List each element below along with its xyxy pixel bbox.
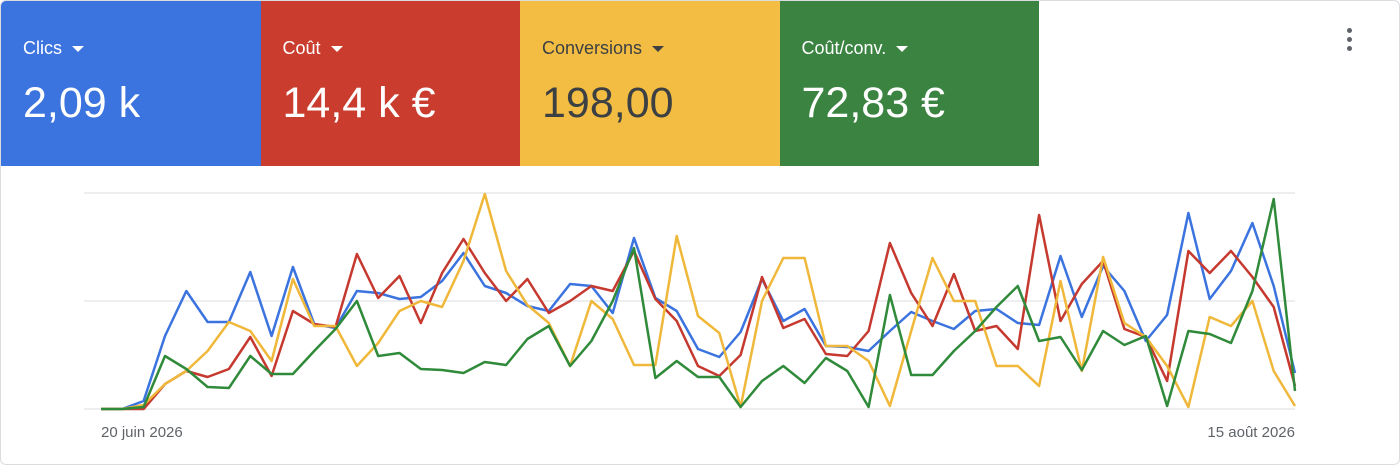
scorecard-label[interactable]: Coût	[283, 38, 343, 59]
x-tick-label: 20 juin 2026	[101, 424, 183, 441]
series-line	[101, 211, 1297, 411]
x-tick-label: 15 août 2026	[1207, 424, 1295, 441]
scorecard-value: 2,09 k	[23, 79, 141, 127]
scorecard-value: 14,4 k €	[282, 79, 436, 127]
scorecard-value: 198,00	[542, 79, 674, 127]
scorecard[interactable]: Coût/conv. 72,83 €	[779, 1, 1039, 166]
scorecard-label[interactable]: Clics	[23, 38, 84, 59]
series-line	[101, 192, 1297, 411]
scorecard[interactable]: Clics 2,09 k	[1, 1, 261, 166]
scorecard[interactable]: Conversions 198,00	[520, 1, 780, 166]
series-line	[101, 197, 1297, 411]
scorecard[interactable]: Coût 14,4 k €	[260, 1, 520, 166]
scorecard-value: 72,83 €	[801, 79, 945, 127]
scorecard-label[interactable]: Coût/conv.	[802, 38, 909, 59]
scorecards: Clics 2,09 k Coût 14,4 k € Conversions 198,00…	[1, 1, 1039, 166]
series-line	[101, 213, 1297, 411]
more-menu[interactable]	[1347, 28, 1352, 55]
scorecard-label[interactable]: Conversions	[542, 38, 664, 59]
